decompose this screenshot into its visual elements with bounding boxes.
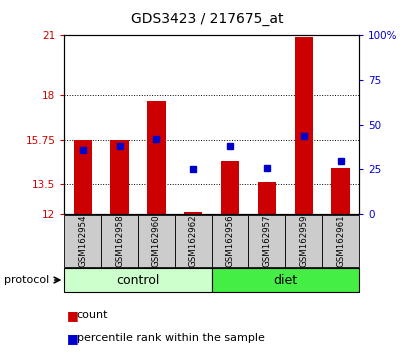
Bar <box>184 212 203 214</box>
Bar <box>147 101 166 214</box>
FancyBboxPatch shape <box>286 215 322 267</box>
Text: GSM162961: GSM162961 <box>336 215 345 267</box>
Bar <box>221 161 239 214</box>
Text: GSM162956: GSM162956 <box>226 215 234 267</box>
Text: GSM162958: GSM162958 <box>115 215 124 267</box>
Text: GSM162954: GSM162954 <box>78 215 87 267</box>
FancyBboxPatch shape <box>249 215 286 267</box>
Bar <box>258 182 276 214</box>
Text: protocol: protocol <box>4 275 49 285</box>
Bar <box>331 169 350 214</box>
FancyBboxPatch shape <box>138 215 175 267</box>
FancyBboxPatch shape <box>212 268 359 292</box>
Text: ■: ■ <box>66 309 78 321</box>
FancyBboxPatch shape <box>101 215 138 267</box>
Text: diet: diet <box>273 274 298 286</box>
Bar <box>110 140 129 214</box>
FancyBboxPatch shape <box>64 268 212 292</box>
Text: count: count <box>77 310 108 320</box>
FancyBboxPatch shape <box>322 215 359 267</box>
Text: GSM162959: GSM162959 <box>299 215 308 267</box>
Text: percentile rank within the sample: percentile rank within the sample <box>77 333 265 343</box>
Text: GSM162957: GSM162957 <box>262 215 271 267</box>
Bar <box>295 38 313 214</box>
Bar <box>73 140 92 214</box>
Text: GSM162960: GSM162960 <box>152 215 161 267</box>
Text: ■: ■ <box>66 332 78 344</box>
Text: control: control <box>116 274 160 286</box>
Text: GDS3423 / 217675_at: GDS3423 / 217675_at <box>131 12 284 27</box>
FancyBboxPatch shape <box>64 215 101 267</box>
Text: GSM162962: GSM162962 <box>189 215 198 267</box>
FancyBboxPatch shape <box>212 215 249 267</box>
FancyBboxPatch shape <box>175 215 212 267</box>
